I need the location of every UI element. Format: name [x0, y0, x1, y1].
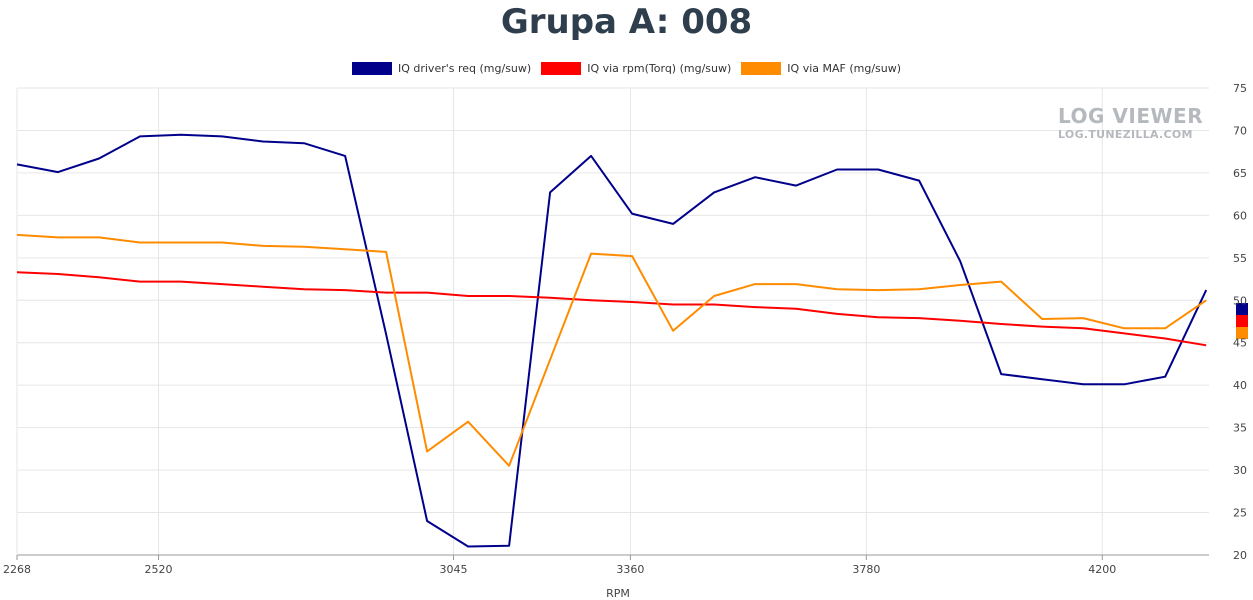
- y-tick-label: 40: [1233, 379, 1247, 392]
- last-value-marker-2: [1236, 315, 1248, 327]
- watermark-title: LOG VIEWER: [1058, 104, 1204, 128]
- y-tick-label: 20: [1233, 549, 1247, 562]
- legend-label: IQ via MAF (mg/suw): [787, 62, 902, 75]
- legend-label: IQ via rpm(Torq) (mg/suw): [587, 62, 732, 75]
- series-line-3: [16, 233, 1207, 467]
- x-tick-label: 3045: [439, 563, 467, 576]
- series-line-1: [16, 133, 1208, 548]
- legend-item-drivers-req[interactable]: IQ driver's req (mg/suw): [351, 62, 532, 75]
- watermark-url: LOG.TUNEZILLA.COM: [1058, 128, 1193, 141]
- last-value-markers: [1236, 303, 1248, 339]
- y-tick-label: 25: [1233, 507, 1247, 520]
- axes: [16, 88, 1209, 560]
- y-tick-label: 35: [1233, 422, 1247, 435]
- legend-label: IQ driver's req (mg/suw): [397, 62, 532, 75]
- y-tick-label: 70: [1233, 124, 1247, 137]
- last-value-marker-1: [1236, 303, 1248, 315]
- y-tick-label: 55: [1233, 252, 1247, 265]
- x-tick-label: 3780: [852, 563, 880, 576]
- legend-swatch: [351, 62, 392, 75]
- chart-title: Grupa A: 008: [500, 2, 753, 42]
- y-tick-label: 50: [1233, 294, 1247, 307]
- series-line-2: [16, 271, 1207, 347]
- last-value-marker-3: [1236, 327, 1248, 339]
- x-axis-title: RPM: [606, 587, 630, 600]
- series-lines: [16, 133, 1208, 548]
- y-tick-label: 60: [1233, 209, 1247, 222]
- legend-item-torq[interactable]: IQ via rpm(Torq) (mg/suw): [541, 62, 731, 75]
- legend-item-maf[interactable]: IQ via MAF (mg/suw): [741, 62, 901, 75]
- x-tick-label: 2268: [3, 563, 31, 576]
- x-tick-label: 4200: [1088, 563, 1116, 576]
- y-tick-label: 45: [1233, 337, 1247, 350]
- x-tick-label: 3360: [616, 563, 644, 576]
- y-tick-label: 65: [1233, 167, 1247, 180]
- x-tick-label: 2520: [145, 563, 173, 576]
- legend: IQ driver's req (mg/suw) IQ via rpm(Torq…: [0, 62, 1253, 75]
- y-tick-label: 75: [1233, 82, 1247, 95]
- axis-tick-labels: 20 25 30 35 40 45 50 55 60 65 70 75 2268 2520 3045 3360…: [3, 82, 1247, 600]
- grid: [16, 87, 1209, 556]
- legend-swatch: [741, 62, 782, 75]
- watermark: LOG VIEWER LOG.TUNEZILLA.COM: [1058, 106, 1203, 140]
- y-tick-label: 30: [1233, 464, 1247, 477]
- legend-swatch: [541, 62, 582, 75]
